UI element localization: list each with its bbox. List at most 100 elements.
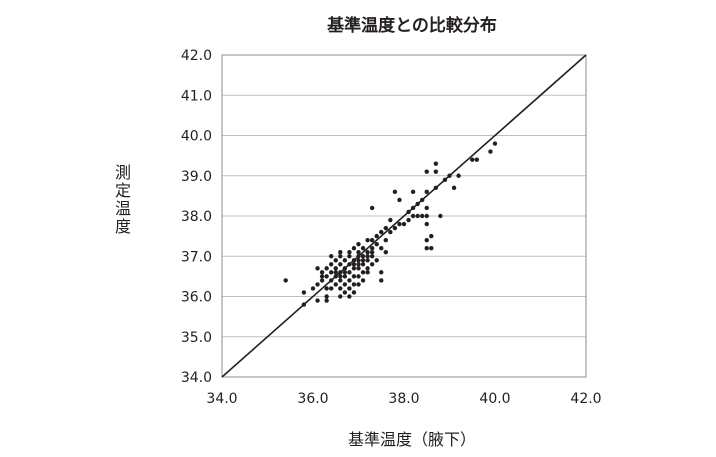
data-point xyxy=(383,225,388,231)
data-point xyxy=(324,294,329,299)
data-point xyxy=(310,286,316,291)
data-point xyxy=(347,294,352,299)
data-point xyxy=(429,233,434,239)
data-point xyxy=(329,254,334,259)
data-point xyxy=(415,213,420,219)
data-point xyxy=(369,262,375,267)
data-point xyxy=(319,274,325,279)
data-point xyxy=(324,266,329,271)
data-point xyxy=(365,250,370,255)
data-point xyxy=(351,246,357,251)
data-point xyxy=(338,254,343,259)
data-point xyxy=(433,185,439,191)
data-point xyxy=(342,282,348,287)
data-point xyxy=(470,157,475,162)
y-tick-label: 41.0 xyxy=(181,88,212,104)
data-point xyxy=(351,282,357,287)
data-point xyxy=(301,302,307,307)
data-point xyxy=(438,213,443,219)
data-point xyxy=(356,258,361,263)
y-tick-label: 40.0 xyxy=(181,129,212,145)
plot-frame xyxy=(221,54,587,378)
data-point xyxy=(433,169,439,174)
data-point xyxy=(347,254,352,259)
y-axis-label: 測定温度 xyxy=(115,163,131,236)
data-point xyxy=(420,213,425,219)
data-point xyxy=(356,254,361,259)
data-point xyxy=(420,197,425,203)
data-point xyxy=(333,270,338,275)
data-point xyxy=(347,270,352,275)
data-point xyxy=(392,225,398,231)
data-point xyxy=(338,294,343,299)
x-tick-label: 38.0 xyxy=(388,391,419,407)
data-point xyxy=(360,246,366,251)
data-point xyxy=(388,217,393,223)
x-tick-label: 36.0 xyxy=(297,391,328,407)
data-point xyxy=(347,278,352,283)
y-tick-label: 37.0 xyxy=(181,249,212,265)
data-point xyxy=(338,250,343,255)
data-point xyxy=(338,278,343,283)
data-point xyxy=(369,246,375,251)
data-points xyxy=(283,141,498,307)
data-point xyxy=(342,258,348,263)
data-point xyxy=(410,189,416,195)
data-point xyxy=(379,278,384,283)
data-point xyxy=(338,262,343,267)
data-point xyxy=(333,258,338,263)
data-point xyxy=(406,209,411,215)
data-point xyxy=(451,185,457,191)
data-point xyxy=(329,270,334,275)
data-point xyxy=(424,221,429,227)
x-axis-label: 基準温度（腋下） xyxy=(348,430,476,449)
data-point xyxy=(388,229,393,235)
data-point xyxy=(319,270,325,275)
data-point xyxy=(338,286,343,291)
data-point xyxy=(392,189,398,195)
data-point xyxy=(329,286,334,291)
data-point xyxy=(424,205,429,211)
data-point xyxy=(347,286,352,291)
data-point xyxy=(379,270,384,275)
data-point xyxy=(374,258,379,263)
data-point xyxy=(415,201,420,207)
reference-line xyxy=(221,54,587,378)
data-point xyxy=(365,254,370,259)
data-point xyxy=(365,266,370,271)
y-tick-labels: 34.0 35.0 36.0 37.0 38.0 39.0 40.0 41.0 42.0 xyxy=(181,48,212,386)
data-point xyxy=(342,290,348,295)
data-point xyxy=(410,213,416,219)
data-point xyxy=(424,246,429,251)
data-point xyxy=(369,237,375,243)
data-point xyxy=(492,141,498,146)
data-point xyxy=(333,282,338,287)
data-point xyxy=(283,278,288,283)
data-point xyxy=(315,282,320,287)
data-point xyxy=(424,169,429,174)
data-point xyxy=(383,237,388,243)
data-point xyxy=(342,274,348,279)
data-point xyxy=(329,278,334,283)
data-point xyxy=(324,274,329,279)
x-tick-label: 42.0 xyxy=(570,391,601,407)
data-point xyxy=(433,161,439,166)
data-point xyxy=(424,213,429,219)
y-tick-label: 36.0 xyxy=(181,290,212,306)
data-point xyxy=(447,173,452,178)
data-point xyxy=(369,254,375,259)
data-point xyxy=(379,229,384,235)
data-point xyxy=(351,274,357,279)
y-tick-label: 38.0 xyxy=(181,209,212,225)
data-point xyxy=(351,266,357,271)
data-point xyxy=(342,270,348,275)
data-point xyxy=(356,241,361,247)
data-point xyxy=(333,274,338,279)
data-point xyxy=(324,286,329,291)
data-point xyxy=(374,241,379,247)
data-point xyxy=(379,246,384,251)
data-point xyxy=(383,250,388,255)
data-point xyxy=(424,237,429,243)
data-point xyxy=(347,262,352,267)
data-point xyxy=(315,298,320,303)
